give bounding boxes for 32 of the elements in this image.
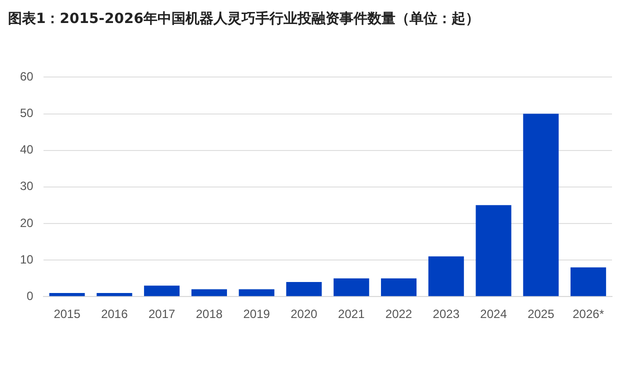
bar bbox=[286, 282, 322, 296]
x-tick-label: 2023 bbox=[432, 307, 460, 322]
y-tick-label: 60 bbox=[20, 70, 34, 84]
x-tick-label: 2022 bbox=[385, 307, 412, 322]
y-tick-label: 30 bbox=[20, 179, 34, 194]
bar bbox=[380, 278, 417, 296]
bar bbox=[523, 114, 559, 296]
bar bbox=[191, 289, 227, 296]
x-tick-label: 2017 bbox=[148, 307, 176, 322]
y-tick-label: 20 bbox=[20, 216, 34, 230]
x-tick-label: 2019 bbox=[243, 307, 270, 322]
x-tick-label: 2018 bbox=[196, 307, 223, 322]
x-tick-label: 2024 bbox=[480, 307, 508, 322]
x-tick-label: 2015 bbox=[54, 307, 81, 322]
x-tick-label: 2016 bbox=[101, 307, 128, 322]
y-tick-label: 0 bbox=[26, 288, 34, 303]
bar bbox=[570, 267, 606, 296]
bar bbox=[334, 278, 370, 296]
x-tick-label: 2021 bbox=[338, 307, 366, 322]
y-tick-label: 40 bbox=[20, 142, 34, 157]
bar bbox=[428, 256, 464, 296]
y-tick-label: 10 bbox=[20, 252, 34, 266]
y-tick-label: 50 bbox=[20, 106, 34, 120]
bar bbox=[238, 289, 274, 296]
x-tick-label: 2026* bbox=[572, 307, 604, 322]
bar bbox=[49, 292, 85, 296]
x-tick-label: 2020 bbox=[290, 307, 318, 322]
bar bbox=[96, 292, 132, 296]
chart-title: 图表1：2015-2026年中国机器人灵巧手行业投融资事件数量（单位：起） bbox=[8, 10, 480, 28]
bar bbox=[144, 286, 180, 296]
x-tick-label: 2025 bbox=[528, 307, 555, 322]
bar bbox=[476, 205, 512, 296]
